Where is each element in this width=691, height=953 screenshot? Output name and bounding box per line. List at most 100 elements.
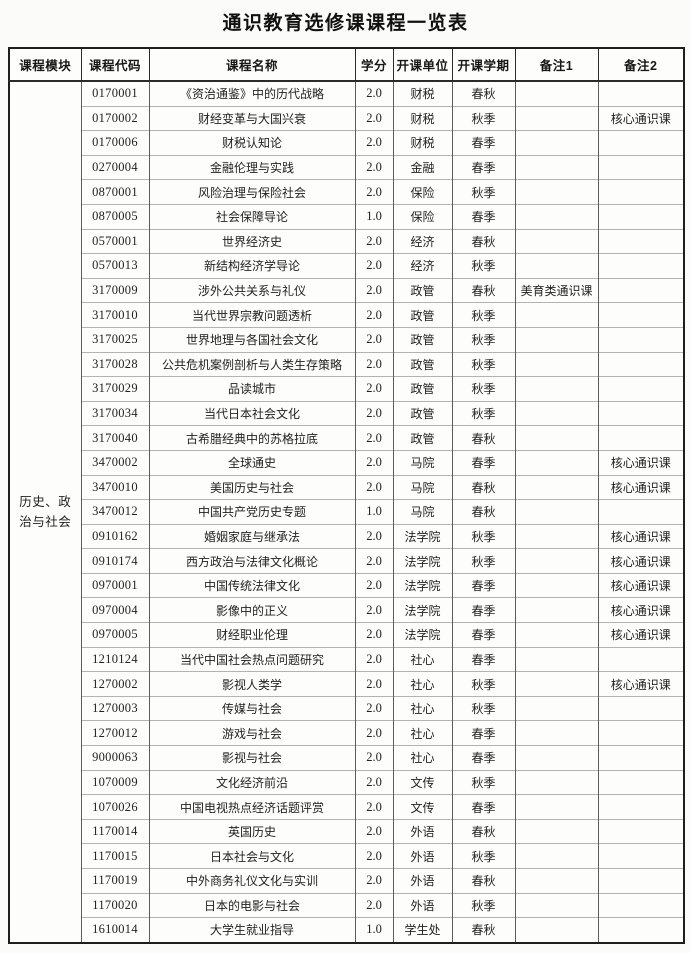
cell-code: 3170025 [80,326,150,353]
table-row: 1070009 文化经济前沿 2.0 文传 秋季 [9,769,685,795]
cell-note1 [514,203,599,230]
cell-note1 [514,326,599,353]
cell-semester: 春季 [451,597,516,623]
cell-code: 1170015 [80,843,150,869]
cell-code: 0970001 [80,572,150,598]
cell-name: 社会保障导论 [148,203,356,230]
cell-code: 0170006 [80,130,150,156]
cell-semester: 春秋 [451,228,516,254]
cell-name: 新结构经济学导论 [148,253,356,279]
cell-name: 公共危机案例剖析与人类生存策略 [148,351,356,377]
table-row: 1170020 日本的电影与社会 2.0 外语 秋季 [9,892,685,918]
table-body: 历史、政治与社会 0170001 《资治通鉴》中的历代战略 2.0 财税 春秋 017000… [8,80,685,943]
cell-note2: 核心通识课 [597,523,685,549]
cell-note1 [514,154,599,180]
cell-unit: 经济 [392,228,453,254]
cell-note1 [514,622,599,648]
cell-note2 [597,917,685,943]
cell-note1 [514,720,599,746]
cell-credit: 2.0 [354,449,394,475]
cell-note2 [597,745,685,771]
cell-note1 [514,105,599,131]
cell-name: 中国传统法律文化 [148,572,356,598]
cell-code: 3170009 [80,277,150,303]
table-row: 3470012 中国共产党历史专题 1.0 马院 春秋 [9,499,685,525]
table-row: 1170019 中外商务礼仪文化与实训 2.0 外语 春秋 [9,868,685,894]
cell-unit: 保险 [392,179,453,205]
cell-code: 0970004 [80,597,150,623]
cell-unit: 政管 [392,351,453,377]
table-row: 9000063 影视与社会 2.0 社心 春季 [9,745,685,771]
module-cell: 历史、政治与社会 [8,81,82,943]
cell-semester: 秋季 [451,892,516,918]
table-row: 0970004 影像中的正义 2.0 法学院 春季 核心通识课 [9,597,685,623]
cell-note2 [597,425,685,451]
cell-code: 3170029 [80,376,150,402]
cell-note1 [514,646,599,672]
cell-note2: 核心通识课 [597,622,685,648]
cell-semester: 秋季 [451,548,516,574]
table-header: 课程模块 课程代码 课程名称 学分 开课单位 开课学期 备注1 备注2 [8,47,685,82]
cell-name: 影像中的正义 [148,597,356,623]
cell-credit: 2.0 [354,720,394,746]
cell-semester: 春季 [451,745,516,771]
cell-note2: 核心通识课 [597,572,685,598]
cell-note2 [597,326,685,353]
cell-code: 3470002 [80,449,150,475]
cell-note2 [597,130,685,156]
cell-credit: 2.0 [354,130,394,156]
cell-note1 [514,253,599,279]
cell-note1 [514,671,599,697]
cell-note1 [514,818,599,844]
cell-name: 中国共产党历史专题 [148,499,356,525]
cell-name: 当代日本社会文化 [148,400,356,426]
cell-note1 [514,769,599,795]
cell-credit: 2.0 [354,646,394,672]
cell-credit: 2.0 [354,818,394,844]
cell-note1: 美育类通识课 [514,277,599,303]
cell-note2 [597,277,685,303]
cell-note2 [597,400,685,426]
cell-credit: 2.0 [354,523,394,549]
header-name: 课程名称 [148,47,356,82]
cell-semester: 秋季 [451,695,516,721]
table-row: 1070026 中国电视热点经济话题评赏 2.0 文传 春季 [9,794,685,820]
cell-credit: 2.0 [354,277,394,303]
cell-credit: 2.0 [354,622,394,648]
cell-note1 [514,474,599,500]
table-row: 3170029 品读城市 2.0 政管 秋季 [9,376,685,402]
table-row: 3170034 当代日本社会文化 2.0 政管 秋季 [9,400,685,426]
cell-note2 [597,203,685,230]
cell-name: 全球通史 [148,449,356,475]
cell-note1 [514,523,599,549]
cell-code: 0270004 [80,154,150,180]
cell-note2: 核心通识课 [597,548,685,574]
table-row: 0870005 社会保障导论 1.0 保险 春季 [9,203,685,230]
cell-code: 3170034 [80,400,150,426]
cell-code: 1070026 [80,794,150,820]
table-row: 0170002 财经变革与大国兴衰 2.0 财税 秋季 核心通识课 [9,105,685,131]
cell-code: 3170010 [80,302,150,328]
cell-name: 财经职业伦理 [148,622,356,648]
cell-credit: 2.0 [354,400,394,426]
cell-name: 涉外公共关系与礼仪 [148,277,356,303]
cell-name: 影视人类学 [148,671,356,697]
cell-note2 [597,253,685,279]
cell-note1 [514,794,599,820]
cell-note2 [597,818,685,844]
cell-credit: 1.0 [354,203,394,230]
cell-name: 日本的电影与社会 [148,892,356,918]
header-note1: 备注1 [514,47,599,82]
table-row: 0910174 西方政治与法律文化概论 2.0 法学院 秋季 核心通识课 [9,548,685,574]
cell-note2 [597,646,685,672]
cell-note2 [597,228,685,254]
cell-credit: 2.0 [354,695,394,721]
cell-code: 3170028 [80,351,150,377]
cell-code: 3470012 [80,499,150,525]
cell-unit: 外语 [392,868,453,894]
cell-unit: 社心 [392,720,453,746]
table-row: 1270002 影视人类学 2.0 社心 秋季 核心通识课 [9,671,685,697]
cell-note1 [514,179,599,205]
cell-unit: 政管 [392,425,453,451]
